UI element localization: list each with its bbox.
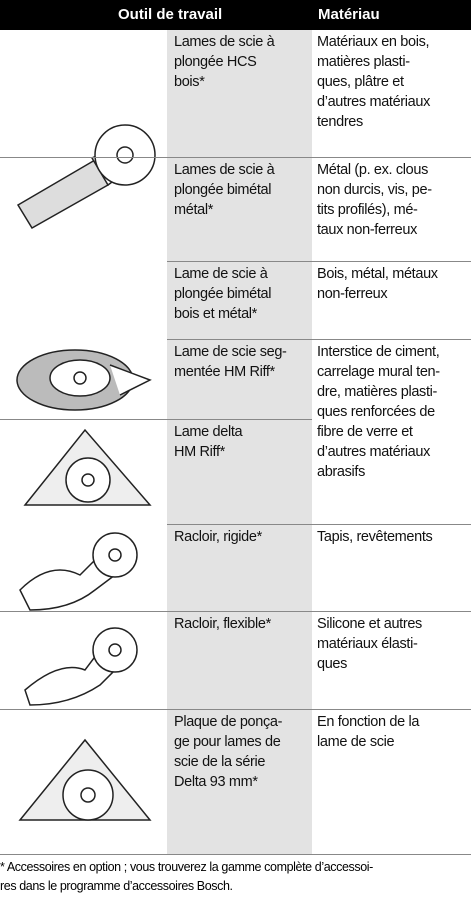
- header-tool: Outil de travail: [118, 6, 223, 23]
- text-line: En fonction de la: [317, 714, 420, 730]
- tool-images: [16, 124, 156, 821]
- material: Métal (p. ex. clous non durcis, vis, pe-t…: [317, 160, 471, 240]
- text-line: ge pour lames de: [174, 734, 281, 750]
- text-line: matériaux élasti-: [317, 636, 418, 652]
- name-cell-bg: [167, 340, 312, 420]
- row-divider: [0, 611, 471, 612]
- name-cell-bg: [167, 525, 312, 612]
- text-line: bois et métal*: [174, 306, 257, 322]
- tool-name: Lame de scie à plongée bimétal bois et mét…: [174, 264, 314, 324]
- tool-name: Racloir, rigide*: [174, 527, 314, 547]
- row-divider: [167, 339, 471, 340]
- text-line: Lame delta: [174, 424, 243, 440]
- text-line: bois*: [174, 74, 205, 90]
- text-line: Racloir, flexible*: [174, 616, 271, 632]
- text-line: tits profilés), mé-: [317, 202, 418, 218]
- material: Silicone et autres matériaux élasti-ques: [317, 614, 471, 674]
- text-line: lame de scie: [317, 734, 395, 750]
- text-line: ques, plâtre et: [317, 74, 404, 90]
- text-line: Matériaux en bois,: [317, 34, 430, 50]
- text-line: matières plasti-: [317, 54, 410, 70]
- name-cell-bg: [167, 262, 312, 340]
- text-line: dre, matières plasti-: [317, 384, 437, 400]
- text-line: Silicone et autres: [317, 616, 422, 632]
- material: En fonction de la lame de scie: [317, 712, 471, 752]
- tool-name: Lame delta HM Riff*: [174, 422, 314, 462]
- tool-name: Lames de scie à plongée bimétal métal*: [174, 160, 314, 220]
- text-line: plongée bimétal: [174, 182, 272, 198]
- material: Interstice de ciment, carrelage mural ten…: [317, 342, 471, 482]
- text-line: Lame de scie à: [174, 266, 268, 282]
- material: Bois, métal, métaux non-ferreux: [317, 264, 471, 304]
- name-cell-bg: [167, 158, 312, 262]
- name-cell-bg: [167, 612, 312, 710]
- text-line: abrasifs: [317, 464, 365, 480]
- text-line: scie de la série: [174, 754, 266, 770]
- text-line: HM Riff*: [174, 444, 225, 460]
- header-material: Matériau: [318, 6, 380, 23]
- text-line: d’autres matériaux: [317, 444, 430, 460]
- text-line: Tapis, revêtements: [317, 529, 433, 545]
- row-divider: [0, 419, 312, 420]
- footnote: * Accessoires en option ; vous trouverez…: [0, 858, 373, 896]
- text-line: taux non-ferreux: [317, 222, 417, 238]
- text-line: fibre de verre et: [317, 424, 413, 440]
- row-divider: [167, 261, 471, 262]
- text-line: ques: [317, 656, 348, 672]
- text-line: ques renforcées de: [317, 404, 435, 420]
- text-line: tendres: [317, 114, 363, 130]
- text-line: Delta 93 mm*: [174, 774, 258, 790]
- text-line: carrelage mural ten-: [317, 364, 440, 380]
- text-line: * Accessoires en option ; vous trouverez…: [0, 860, 373, 874]
- text-line: Lame de scie seg-: [174, 344, 287, 360]
- text-line: Plaque de ponça-: [174, 714, 283, 730]
- material: Tapis, revêtements: [317, 527, 471, 547]
- text-line: Lames de scie à: [174, 162, 275, 178]
- text-line: d’autres matériaux: [317, 94, 430, 110]
- row-divider: [167, 524, 471, 525]
- name-cell-bg: [167, 710, 312, 855]
- material: Matériaux en bois, matières plasti-ques, …: [317, 32, 471, 132]
- tool-name: Racloir, flexible*: [174, 614, 314, 634]
- header-bar: Outil de travail Matériau: [0, 0, 471, 30]
- text-line: mentée HM Riff*: [174, 364, 275, 380]
- tool-name: Lames de scie à plongée HCS bois*: [174, 32, 314, 92]
- name-cell-bg: [167, 30, 312, 158]
- row-divider: [0, 157, 471, 158]
- row-divider: [0, 854, 471, 855]
- tool-name: Plaque de ponça-ge pour lames de scie de …: [174, 712, 314, 792]
- text-line: Bois, métal, métaux: [317, 266, 438, 282]
- text-line: non-ferreux: [317, 286, 388, 302]
- text-line: Lames de scie à: [174, 34, 275, 50]
- text-line: plongée HCS: [174, 54, 257, 70]
- text-line: Racloir, rigide*: [174, 529, 262, 545]
- row-divider: [0, 709, 471, 710]
- tool-name: Lame de scie seg-mentée HM Riff*: [174, 342, 314, 382]
- text-line: plongée bimétal: [174, 286, 272, 302]
- text-line: non durcis, vis, pe-: [317, 182, 432, 198]
- text-line: res dans le programme d’accessoires Bosc…: [0, 879, 233, 893]
- text-line: métal*: [174, 202, 213, 218]
- text-line: Métal (p. ex. clous: [317, 162, 429, 178]
- name-cell-bg: [167, 420, 312, 525]
- text-line: Interstice de ciment,: [317, 344, 440, 360]
